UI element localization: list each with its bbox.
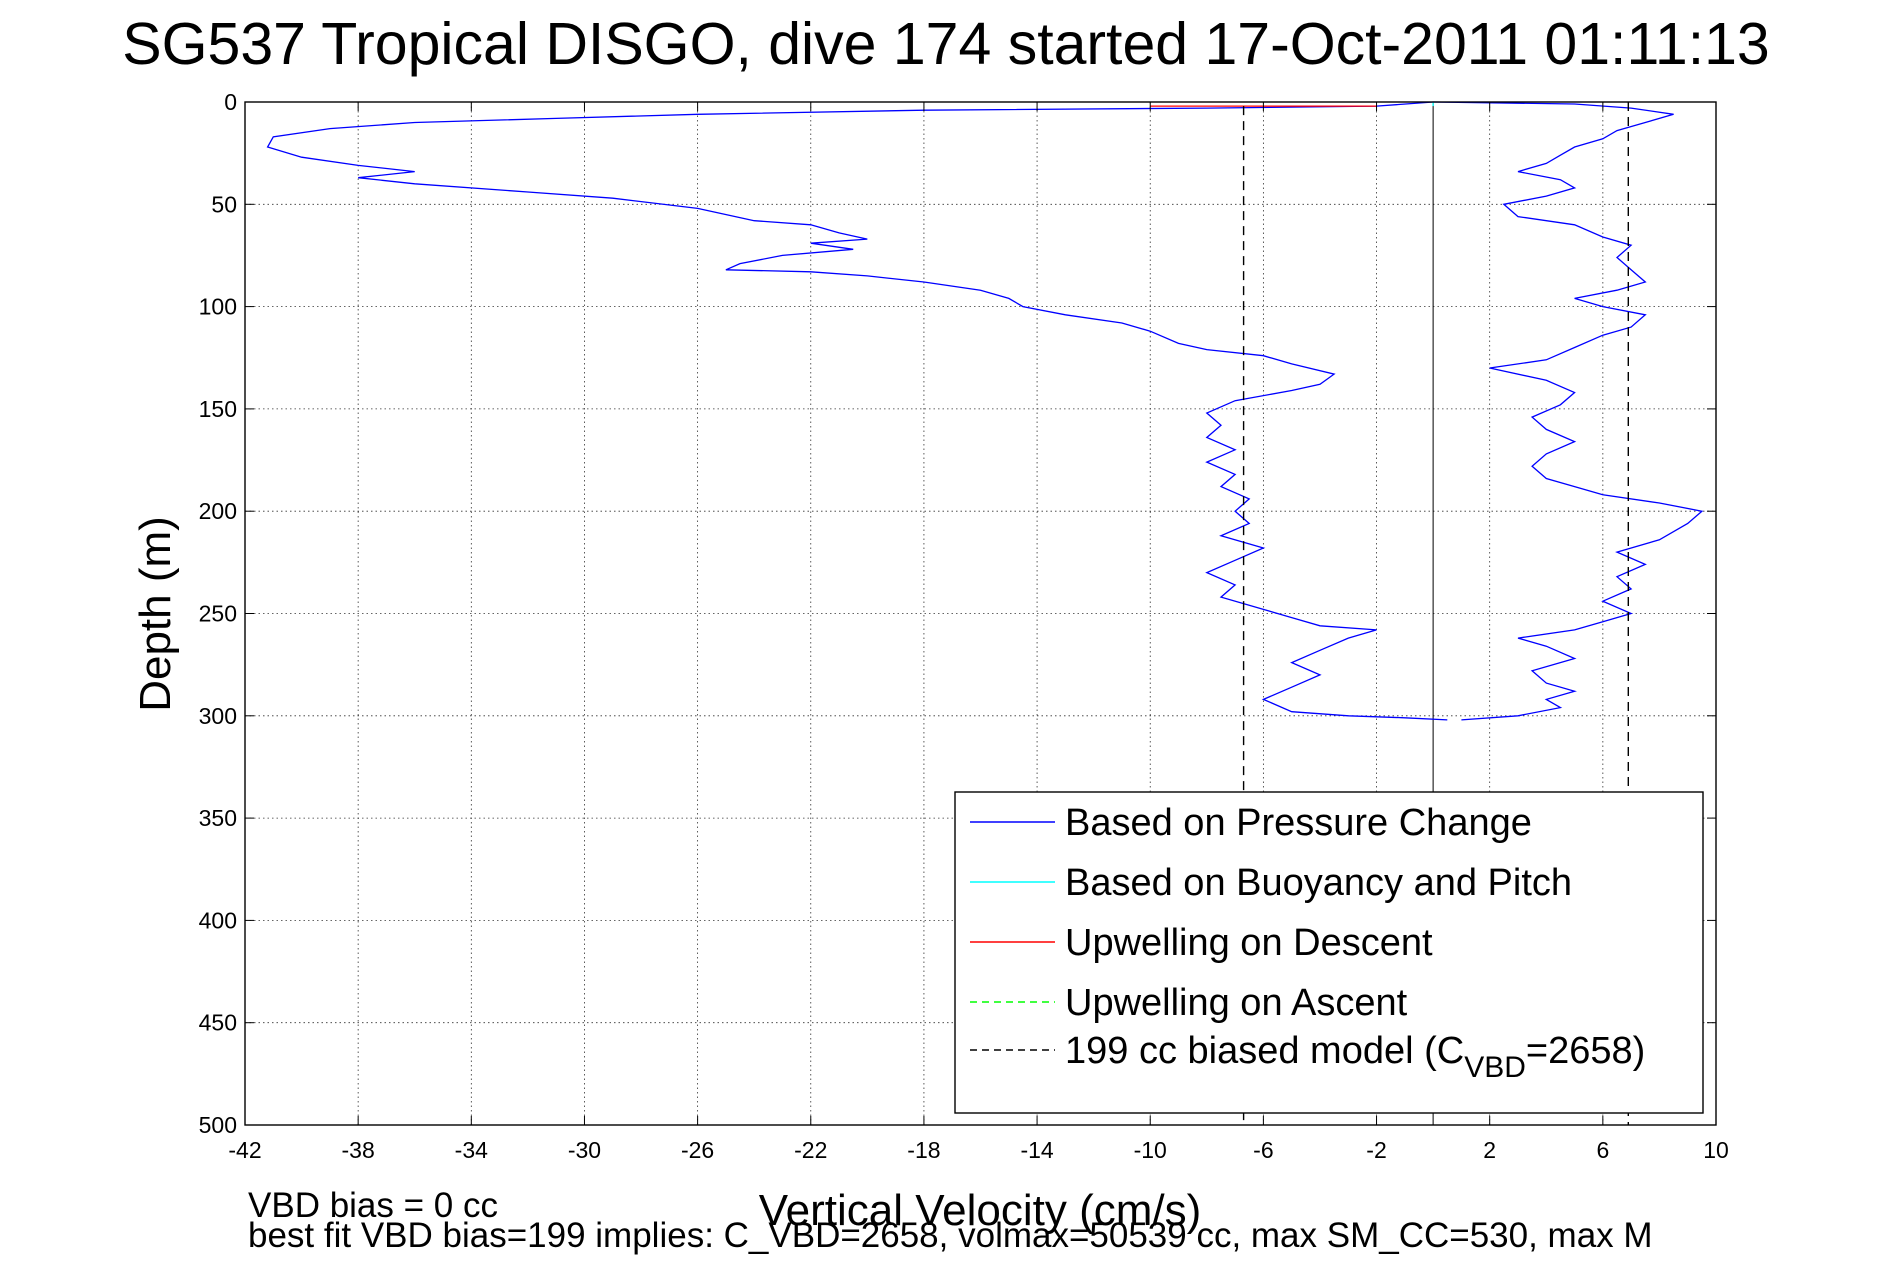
legend: Based on Pressure Change Based on Buoyan… (954, 791, 1704, 1114)
y-tick-label: 500 (199, 1112, 237, 1138)
x-tick-label: 2 (1483, 1137, 1496, 1163)
legend-label-upwelling-descent: Upwelling on Descent (1065, 922, 1433, 964)
best-fit-note: best fit VBD bias=199 implies: C_VBD=265… (248, 1216, 1653, 1255)
y-tick-label: 450 (199, 1010, 237, 1036)
series-line-based-on-pressure-change-descent (266, 101, 1448, 721)
legend-label-buoyancy: Based on Buoyancy and Pitch (1065, 862, 1572, 904)
x-tick-label: -14 (1020, 1137, 1053, 1163)
x-tick-label: -42 (228, 1137, 261, 1163)
legend-box (954, 791, 1704, 1114)
x-tick-label: 10 (1703, 1137, 1729, 1163)
y-tick-label: 100 (199, 294, 237, 320)
x-tick-label: -26 (681, 1137, 714, 1163)
legend-label-pressure: Based on Pressure Change (1065, 802, 1532, 844)
x-tick-label: -38 (342, 1137, 375, 1163)
y-tick-label: 200 (199, 498, 237, 524)
chart-title: SG537 Tropical DISGO, dive 174 started 1… (122, 11, 1769, 77)
vbd-bias-note: VBD bias = 0 cc (248, 1186, 498, 1225)
y-tick-label: 400 (199, 907, 237, 933)
y-tick-label: 0 (224, 89, 237, 115)
x-axis-label: Vertical Velocity (cm/s) (759, 1186, 1202, 1235)
series-line-based-on-pressure-change-ascent (1433, 101, 1704, 721)
x-tick-label: -6 (1253, 1137, 1273, 1163)
y-tick-label: 250 (199, 601, 237, 627)
x-tick-label: -10 (1134, 1137, 1167, 1163)
y-tick-label: 50 (211, 191, 237, 217)
x-tick-label: -18 (907, 1137, 940, 1163)
x-tick-label: -2 (1366, 1137, 1386, 1163)
y-tick-label: 150 (199, 396, 237, 422)
axis-ticks: -42 -38 -34 -30 -26 -22 -18 -14 -10 -6 -2 2 6 1005010… (199, 89, 1729, 1163)
x-tick-label: -22 (794, 1137, 827, 1163)
x-tick-label: -34 (455, 1137, 488, 1163)
legend-label-model: 199 cc biased model (CVBD=2658) (1065, 1030, 1645, 1084)
x-tick-label: 6 (1596, 1137, 1609, 1163)
y-tick-label: 350 (199, 805, 237, 831)
x-tick-label: -30 (568, 1137, 601, 1163)
y-tick-label: 300 (199, 703, 237, 729)
y-axis-label: Depth (m) (131, 516, 180, 712)
legend-label-upwelling-ascent: Upwelling on Ascent (1065, 982, 1408, 1024)
